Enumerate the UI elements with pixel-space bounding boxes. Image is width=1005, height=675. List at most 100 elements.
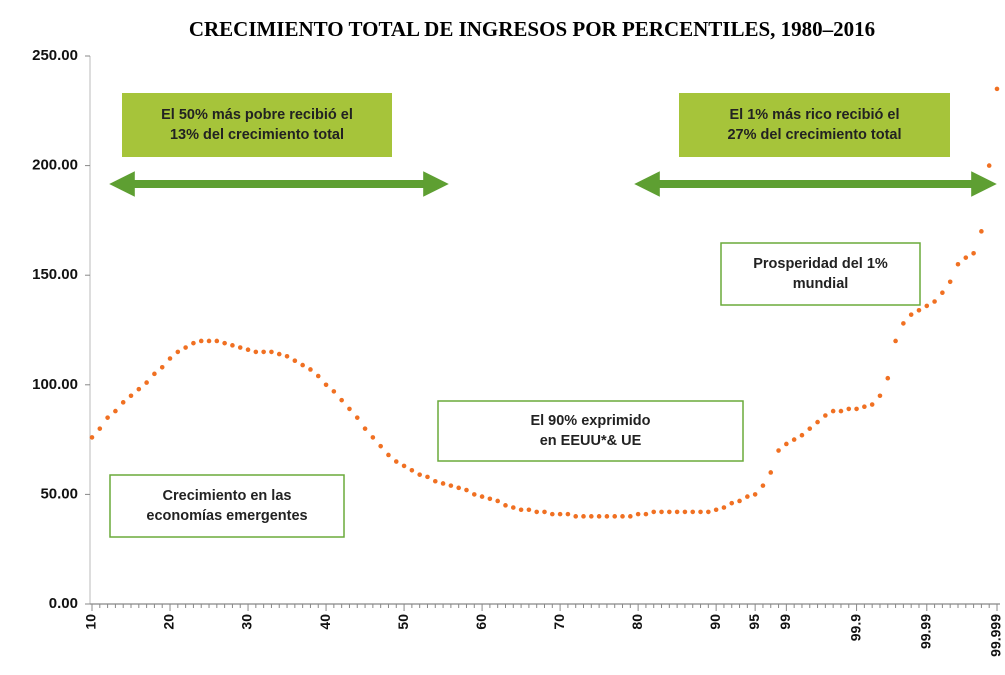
annotation-text: El 90% exprimido xyxy=(530,413,650,429)
annotation-text: Prosperidad del 1% xyxy=(753,256,888,272)
data-point xyxy=(612,514,618,519)
x-tick-label: 20 xyxy=(161,614,177,630)
data-point xyxy=(752,492,758,497)
annotation: El 50% más pobre recibió el 13% del creci… xyxy=(122,93,392,157)
data-point xyxy=(269,349,274,355)
annotation-text: El 1% más rico recibió el xyxy=(729,107,899,123)
data-point xyxy=(729,500,735,506)
y-tick-label: 100.00 xyxy=(32,376,78,393)
data-point xyxy=(986,163,992,168)
data-point xyxy=(487,496,493,502)
data-point xyxy=(230,343,235,348)
y-tick-label: 0.00 xyxy=(49,595,78,612)
data-point xyxy=(799,432,805,438)
data-point xyxy=(456,485,461,491)
data-point xyxy=(667,509,672,515)
data-point xyxy=(534,509,539,515)
data-point xyxy=(932,299,937,304)
data-point xyxy=(542,509,547,515)
data-point xyxy=(479,494,485,499)
data-point xyxy=(830,408,836,414)
data-point xyxy=(292,358,298,363)
data-point xyxy=(963,255,969,260)
data-point xyxy=(339,397,344,403)
data-point xyxy=(159,364,165,370)
data-point xyxy=(167,356,173,361)
data-point xyxy=(393,459,399,464)
data-point xyxy=(105,415,110,420)
data-point xyxy=(745,494,750,499)
data-point xyxy=(916,307,922,313)
annotation-box xyxy=(679,93,950,157)
data-point xyxy=(807,426,813,431)
data-point xyxy=(862,404,867,410)
data-point xyxy=(425,474,430,480)
chart-title: CRECIMIENTO TOTAL DE INGRESOS POR PERCEN… xyxy=(189,17,875,41)
data-point xyxy=(331,389,337,394)
annotation: Prosperidad del 1% mundial xyxy=(720,242,921,306)
annotation-text: El 50% más pobre recibió el xyxy=(161,107,353,123)
annotation: El 1% más rico recibió el 27% del crecimi… xyxy=(679,93,950,157)
data-point xyxy=(97,426,103,431)
annotation-text: en EEUU*& UE xyxy=(540,433,642,449)
y-tick-label: 150.00 xyxy=(32,266,78,283)
data-point xyxy=(776,448,781,453)
x-tick-label: 50 xyxy=(395,614,411,630)
data-point xyxy=(659,509,664,515)
data-point xyxy=(152,371,157,377)
data-point xyxy=(643,511,649,517)
data-point xyxy=(401,463,407,469)
data-point xyxy=(128,393,134,399)
y-tick-label: 200.00 xyxy=(32,157,78,174)
data-point xyxy=(854,406,859,412)
data-point xyxy=(682,509,688,515)
data-point xyxy=(276,351,282,357)
data-point xyxy=(362,426,368,431)
data-point xyxy=(495,498,500,504)
data-point xyxy=(222,340,227,346)
data-point xyxy=(464,487,469,493)
data-point xyxy=(565,511,571,517)
y-tick-label: 250.00 xyxy=(32,47,78,64)
data-point xyxy=(768,470,774,475)
data-point xyxy=(214,338,220,344)
data-point xyxy=(877,393,883,399)
x-tick-label: 90 xyxy=(707,614,723,630)
data-point xyxy=(308,367,313,372)
data-point xyxy=(971,250,976,256)
data-point xyxy=(940,290,945,296)
data-point xyxy=(589,514,594,519)
data-point xyxy=(581,514,586,519)
data-point xyxy=(979,229,984,234)
data-point xyxy=(144,380,149,385)
data-point xyxy=(175,349,181,355)
data-point xyxy=(120,400,126,405)
data-point xyxy=(198,338,204,344)
data-point xyxy=(596,514,602,519)
x-tick-label: 80 xyxy=(629,614,645,630)
data-point xyxy=(370,435,376,440)
annotation-box xyxy=(122,93,392,157)
data-point xyxy=(628,514,633,519)
data-point xyxy=(955,261,961,267)
data-point xyxy=(823,413,828,418)
data-point xyxy=(737,498,742,504)
x-tick-label: 70 xyxy=(551,614,567,630)
x-tick-label: 95 xyxy=(746,614,762,630)
data-point xyxy=(635,511,641,517)
data-point xyxy=(791,437,797,442)
x-tick-label: 60 xyxy=(473,614,489,630)
x-tick-label: 99 xyxy=(777,614,793,630)
data-point xyxy=(432,478,438,484)
annotation: Crecimiento en las economías emergentes xyxy=(109,474,345,538)
data-point xyxy=(378,443,383,449)
data-point xyxy=(924,303,930,309)
data-point xyxy=(284,354,290,359)
data-point xyxy=(838,408,844,414)
data-point xyxy=(417,472,422,477)
annotation-text: 27% del crecimiento total xyxy=(727,127,901,143)
data-point xyxy=(448,483,454,488)
data-point xyxy=(893,338,898,344)
data-point xyxy=(908,312,914,317)
x-tick-label: 99.9 xyxy=(847,614,863,641)
